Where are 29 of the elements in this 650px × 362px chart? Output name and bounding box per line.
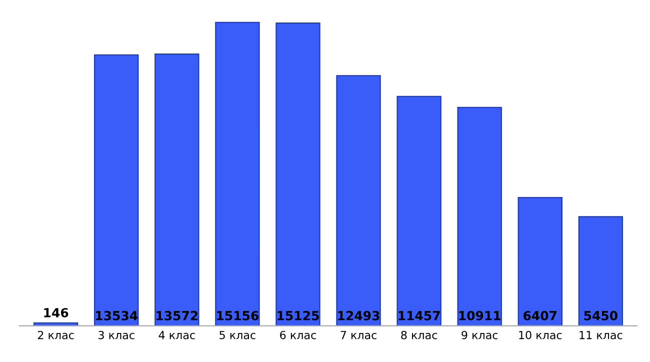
data-label: 5450 xyxy=(584,310,618,320)
bar xyxy=(154,54,200,326)
bar xyxy=(578,216,624,326)
data-label: 13534 xyxy=(96,310,138,320)
bar xyxy=(215,22,260,326)
bar xyxy=(396,96,442,326)
data-label: 146 xyxy=(44,308,68,318)
x-tick-label: 2 клас xyxy=(38,330,74,340)
bar xyxy=(276,22,320,326)
bar xyxy=(94,54,139,326)
x-tick-label: 3 клас xyxy=(98,330,134,340)
bar xyxy=(518,196,562,326)
x-tick-label: 11 клас xyxy=(580,331,622,340)
data-label: 12493 xyxy=(338,310,380,320)
x-tick-label: 7 клас xyxy=(340,331,376,340)
x-tick-label: 5 клас xyxy=(220,331,256,340)
x-tick-label: 6 клас xyxy=(280,330,316,340)
x-tick-label: 8 клас xyxy=(401,330,438,340)
data-label: 15125 xyxy=(278,310,319,320)
x-tick-label: 10 клас xyxy=(519,330,562,340)
bar xyxy=(336,75,381,326)
data-label: 11457 xyxy=(398,311,440,320)
x-tick-label: 9 клас xyxy=(462,330,498,340)
data-label: 15156 xyxy=(217,310,259,320)
data-label: 13572 xyxy=(156,310,198,320)
data-label: 10911 xyxy=(459,310,500,320)
bar xyxy=(457,106,502,326)
data-label: 6407 xyxy=(524,310,557,320)
x-tick-label: 4 клас xyxy=(158,331,195,340)
